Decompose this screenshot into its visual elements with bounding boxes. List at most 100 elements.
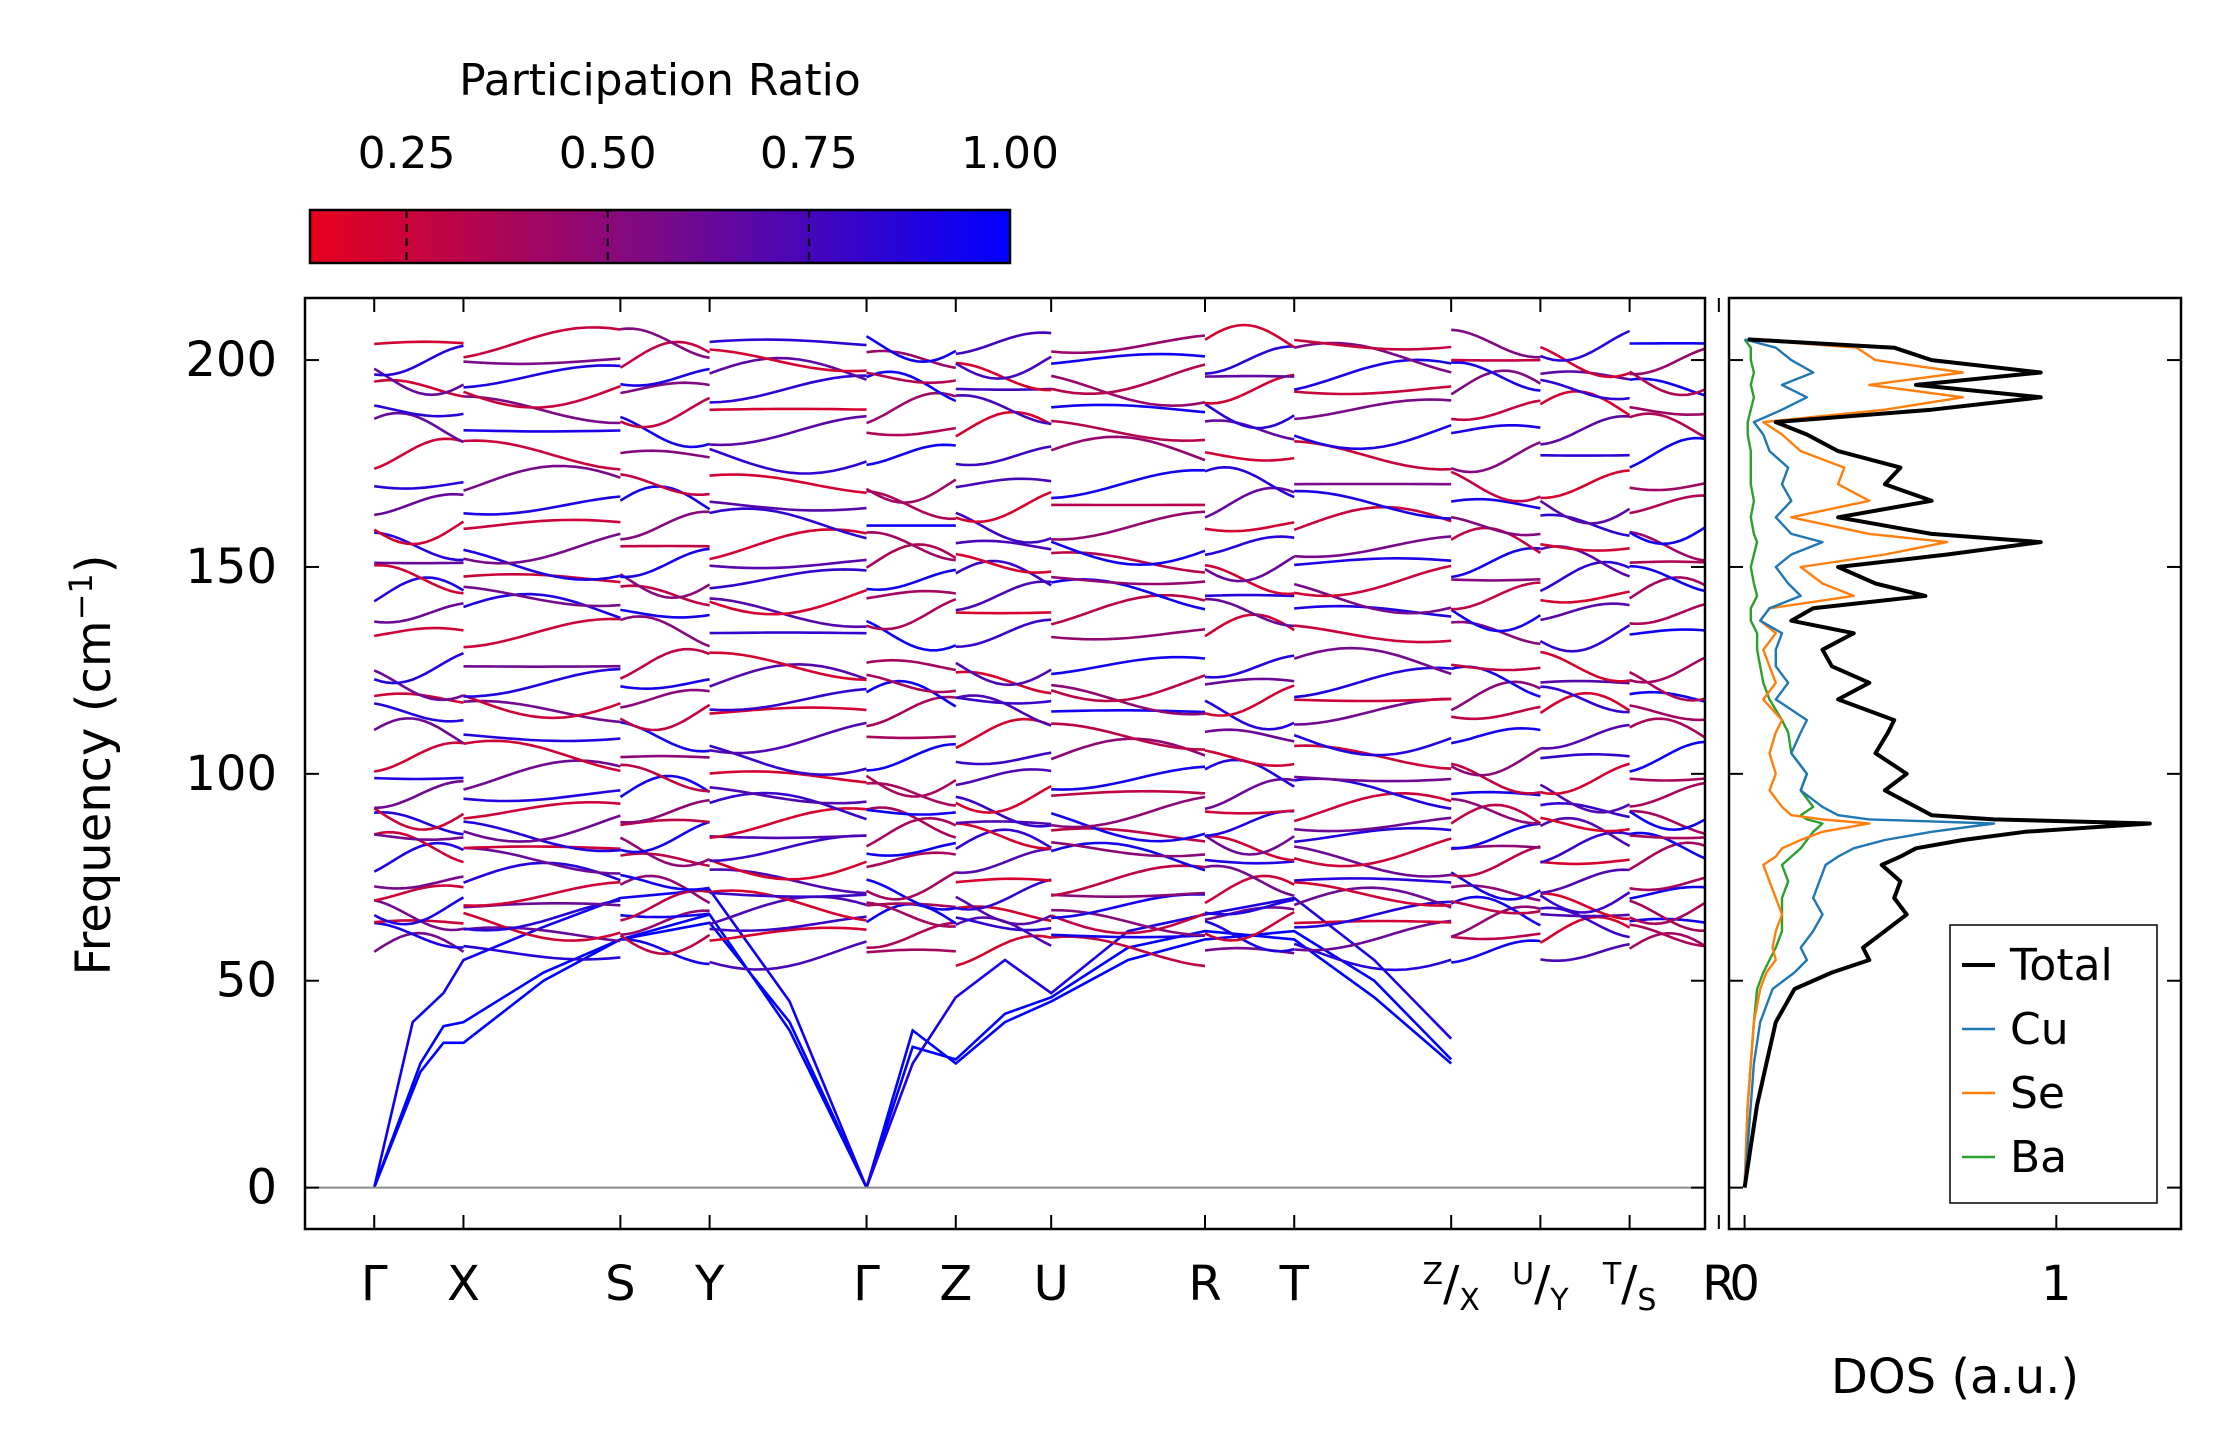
x-tick-label: Y <box>694 1256 725 1312</box>
optical-branch <box>709 473 867 495</box>
optical-branch <box>1539 329 1631 362</box>
optical-branch <box>709 500 867 512</box>
optical-branch <box>709 915 867 933</box>
y-axis-label-end: ) <box>66 554 122 573</box>
colorbar-gradient <box>308 208 1012 265</box>
optical-branch <box>1204 323 1295 349</box>
acoustic-branch <box>865 896 1453 1189</box>
optical-branch <box>373 669 464 702</box>
optical-branch <box>619 415 710 449</box>
optical-branch <box>709 706 867 715</box>
optical-branch <box>1540 753 1630 760</box>
optical-branch <box>373 437 464 471</box>
optical-branch <box>1294 385 1452 396</box>
x-tick-label-composite: U/Y <box>1512 1256 1569 1318</box>
y-tick-label: 100 <box>185 746 277 802</box>
optical-branch <box>709 744 867 777</box>
colorbar-tick-label: 0.50 <box>559 128 657 179</box>
band-axes-frame <box>303 296 1707 1231</box>
optical-branch <box>1051 722 1206 751</box>
optical-branch <box>1051 551 1206 574</box>
optical-branch <box>1451 581 1541 611</box>
x-tick-label: Γ <box>361 1256 388 1312</box>
x-tick-label: T <box>1279 1256 1310 1312</box>
x-tick-label: X <box>447 1256 480 1312</box>
optical-branch <box>374 480 464 490</box>
optical-branch <box>620 615 711 648</box>
optical-branch <box>1540 868 1630 895</box>
optical-branch <box>620 547 710 579</box>
optical-branch <box>1051 403 1206 414</box>
optical-branch <box>1204 521 1295 533</box>
optical-branch <box>620 608 710 619</box>
optical-branch <box>620 938 710 966</box>
optical-branch <box>865 902 957 925</box>
optical-branch <box>709 926 867 942</box>
optical-branch <box>1294 489 1452 520</box>
optical-branch <box>709 834 867 840</box>
optical-branch <box>1450 803 1542 825</box>
optical-branch <box>866 841 957 857</box>
optical-branch <box>374 344 464 377</box>
optical-branch <box>1051 510 1206 541</box>
optical-branch <box>463 899 621 932</box>
optical-branch <box>866 489 956 521</box>
legend-label: Cu <box>2010 1004 2069 1055</box>
optical-branch <box>955 828 1052 851</box>
optical-branch <box>373 741 464 773</box>
optical-branch <box>620 510 710 541</box>
optical-branch <box>1051 765 1206 791</box>
optical-branch <box>1204 373 1295 405</box>
optical-branch <box>866 443 956 467</box>
x-tick-label-slash: / <box>1443 1256 1460 1312</box>
optical-branch <box>620 449 710 459</box>
y-tick-label: 200 <box>185 332 277 388</box>
optical-branch <box>463 759 621 791</box>
optical-branch <box>1539 345 1630 379</box>
optical-branch <box>374 340 464 346</box>
optical-branch <box>1050 912 1206 935</box>
optical-branch <box>463 699 621 724</box>
optical-branch <box>1204 910 1295 942</box>
optical-branch <box>1051 468 1206 500</box>
y-axis-label: Frequency (cm−1) <box>62 554 122 975</box>
x-tick-label-slash: / <box>1621 1256 1638 1312</box>
optical-branch <box>1204 874 1295 905</box>
optical-branch <box>463 880 621 908</box>
optical-branch <box>709 940 867 971</box>
optical-branch <box>620 367 710 387</box>
optical-branch <box>1294 398 1452 421</box>
colorbar-ticks: 0.25 0.50 0.75 1.00 <box>358 128 1059 263</box>
optical-branch <box>619 485 711 511</box>
optical-branch <box>1294 775 1452 783</box>
optical-branch <box>1540 679 1630 685</box>
optical-branch <box>463 789 621 803</box>
optical-branch <box>463 518 621 531</box>
optical-branch <box>865 543 957 569</box>
optical-branch <box>709 891 867 898</box>
optical-branch <box>1204 486 1295 519</box>
optical-branch <box>955 490 1052 524</box>
optical-branch <box>1451 578 1541 582</box>
optical-branch <box>709 528 867 561</box>
optical-branch <box>1204 555 1295 583</box>
optical-branch <box>1051 841 1206 858</box>
optical-branch <box>1450 762 1541 795</box>
optical-branch <box>463 617 621 649</box>
legend-entries: Total Cu Se Ba <box>1962 940 2113 1183</box>
optical-branch <box>1204 563 1295 596</box>
optical-branch <box>373 884 464 902</box>
optical-branch <box>1204 535 1295 557</box>
optical-branch <box>1450 665 1541 698</box>
optical-branch <box>866 742 956 772</box>
optical-branch <box>620 327 710 360</box>
optical-branch <box>1204 809 1295 815</box>
optical-branch <box>955 717 1052 750</box>
x-tick-label-lower: Y <box>1549 1283 1569 1318</box>
optical-branch <box>373 411 465 444</box>
optical-branch <box>1204 809 1295 838</box>
optical-branch <box>463 814 621 843</box>
optical-branch <box>373 520 465 546</box>
optical-branch <box>866 597 957 631</box>
optical-branch <box>1294 744 1452 770</box>
